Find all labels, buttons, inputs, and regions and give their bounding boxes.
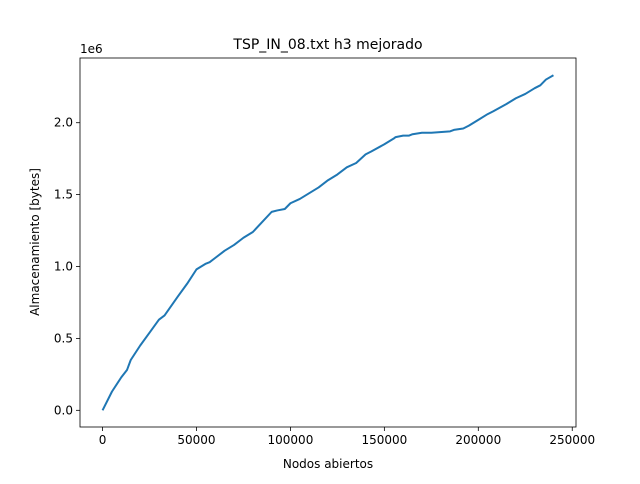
y-tick-label: 1.5 (54, 188, 73, 202)
y-tick-label: 1.0 (54, 260, 73, 274)
y-tick-label: 2.0 (54, 116, 73, 130)
chart-title: TSP_IN_08.txt h3 mejorado (232, 37, 422, 53)
x-tick-label: 100000 (268, 433, 314, 447)
x-tick-label: 200000 (455, 433, 501, 447)
x-tick-label: 150000 (361, 433, 407, 447)
series-line-0 (101, 74, 554, 411)
y-axis-ticks: 0.0 0.5 1.0 1.5 2.0 (54, 116, 80, 417)
plot-frame (79, 57, 577, 428)
y-axis-label: Almacenamiento [bytes] (28, 168, 42, 316)
x-tick-label: 0 (99, 433, 107, 447)
x-axis-ticks: 0 50000 100000 150000 200000 250000 (99, 427, 595, 447)
plot-area (79, 57, 577, 428)
x-tick-label: 50000 (177, 433, 215, 447)
x-tick-label: 250000 (549, 433, 595, 447)
y-tick-label: 0.5 (54, 331, 73, 345)
y-offset-label: 1e6 (80, 42, 103, 56)
y-tick-label: 0.0 (54, 403, 73, 417)
plot-background (80, 58, 576, 427)
x-axis-label: Nodos abiertos (283, 457, 373, 471)
